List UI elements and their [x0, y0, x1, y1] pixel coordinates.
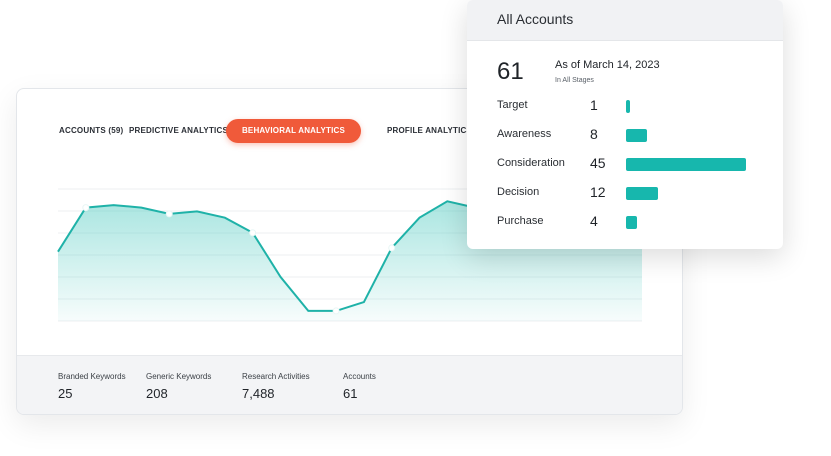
as-of-date: As of March 14, 2023: [555, 59, 660, 71]
stat-value: 61: [343, 386, 358, 401]
analytics-tabs: ACCOUNTS (59) PREDICTIVE ANALYTICS BEHAV…: [17, 119, 682, 143]
stage-row-purchase[interactable]: Purchase 4: [467, 213, 783, 231]
tab-profile-analytics[interactable]: PROFILE ANALYTICS: [387, 126, 473, 135]
stage-label: Target: [497, 99, 528, 111]
stat-value: 208: [146, 386, 168, 401]
stat-label: Research Activities: [242, 372, 310, 381]
stat-branded-keywords: Branded Keywords 25: [58, 372, 126, 401]
stage-bar: [626, 100, 630, 113]
stat-label: Generic Keywords: [146, 372, 212, 381]
stage-row-awareness[interactable]: Awareness 8: [467, 126, 783, 144]
stage-label: Decision: [497, 186, 540, 198]
stat-value: 25: [58, 386, 73, 401]
chart-data-point: [249, 229, 257, 237]
tab-behavioral-analytics[interactable]: BEHAVIORAL ANALYTICS: [226, 119, 361, 143]
stage-row-decision[interactable]: Decision 12: [467, 184, 783, 202]
stage-label: Consideration: [497, 157, 565, 169]
stages-subtitle: In All Stages: [555, 77, 594, 84]
stage-label: Purchase: [497, 215, 544, 227]
panel-title: All Accounts: [497, 11, 574, 27]
total-accounts-count: 61: [497, 58, 524, 85]
tab-accounts[interactable]: ACCOUNTS (59): [59, 126, 124, 135]
stat-value: 7,488: [242, 386, 275, 401]
stat-accounts: Accounts 61: [343, 372, 376, 401]
stage-row-consideration[interactable]: Consideration 45: [467, 155, 783, 173]
stage-bar: [626, 187, 658, 200]
stats-footer: Branded Keywords 25 Generic Keywords 208…: [17, 355, 682, 414]
stage-count: 8: [590, 126, 598, 142]
stat-label: Branded Keywords: [58, 372, 126, 381]
all-accounts-panel: All Accounts 61 As of March 14, 2023 In …: [467, 0, 783, 249]
stat-label: Accounts: [343, 372, 376, 381]
stage-bar: [626, 129, 648, 142]
stat-research-activities: Research Activities 7,488: [242, 372, 310, 401]
chart-data-point: [332, 307, 340, 315]
stage-count: 45: [590, 155, 606, 171]
stage-count: 1: [590, 97, 598, 113]
stage-count: 4: [590, 213, 598, 229]
stage-count: 12: [590, 184, 606, 200]
stage-bar: [626, 216, 637, 229]
stage-row-target[interactable]: Target 1: [467, 97, 783, 115]
panel-header: [467, 0, 783, 41]
chart-data-point: [388, 244, 396, 252]
tab-predictive-analytics[interactable]: PREDICTIVE ANALYTICS: [129, 126, 228, 135]
stage-label: Awareness: [497, 128, 552, 140]
chart-data-point: [165, 210, 173, 218]
stage-bar: [626, 158, 746, 171]
stat-generic-keywords: Generic Keywords 208: [146, 372, 211, 401]
chart-data-point: [82, 204, 90, 212]
